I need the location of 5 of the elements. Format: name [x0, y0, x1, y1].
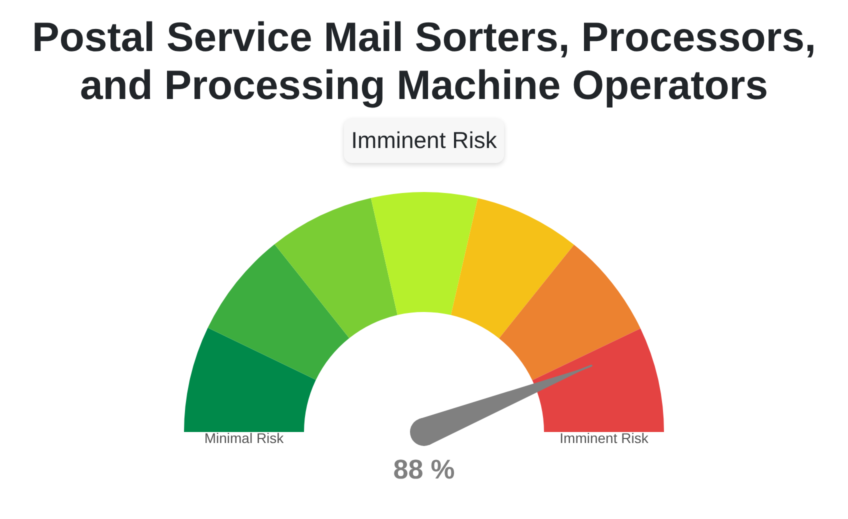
chart-subtitle: Imminent Risk [344, 118, 504, 163]
text: 88 % [393, 454, 455, 484]
chart-title: Postal Service Mail Sorters, Processors, and Processing Machine Operators [31, 13, 817, 109]
slice-label: Minimal Risk [204, 430, 285, 446]
slice-label: Imminent Risk [560, 430, 650, 446]
